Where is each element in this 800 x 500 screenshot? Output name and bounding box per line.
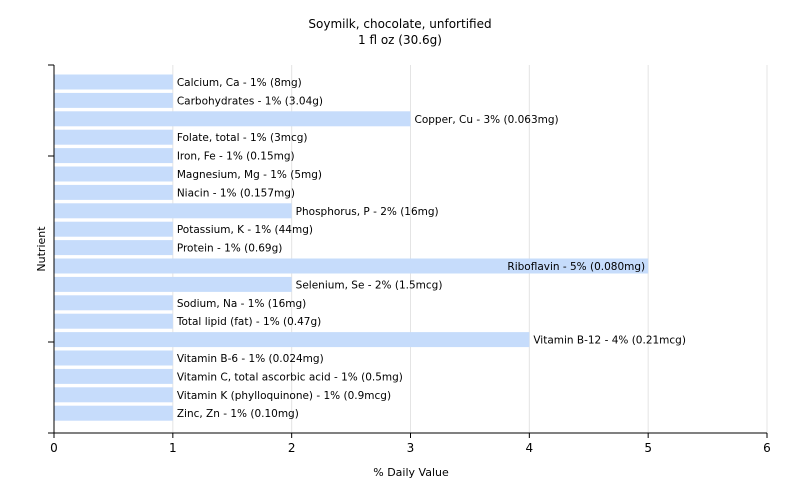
chart-subtitle: 1 fl oz (30.6g) [358,33,442,47]
x-tick-label: 5 [644,441,652,455]
bar [54,129,173,145]
bar-label: Sodium, Na - 1% (16mg) [177,298,306,310]
bar [54,350,173,366]
bar-label: Selenium, Se - 2% (1.5mcg) [296,279,443,291]
bar-label: Vitamin B-6 - 1% (0.024mg) [177,353,324,365]
bar [54,74,173,90]
bar-label: Riboflavin - 5% (0.080mg) [507,261,645,273]
bar [54,240,173,256]
bar [54,221,173,237]
bar-label: Niacin - 1% (0.157mg) [177,187,295,199]
y-axis-title: Nutrient [35,226,48,272]
axes [48,64,768,438]
chart-title: Soymilk, chocolate, unfortified [308,17,491,31]
bar-labels: Calcium, Ca - 1% (8mg) Carbohydrates - 1%… [176,77,686,420]
x-tick-labels: 0 1 2 3 4 5 6 [50,441,771,455]
bars [54,74,649,421]
bar [54,92,173,108]
bar-label: Protein - 1% (0.69g) [177,243,283,255]
x-axis-title: % Daily Value [373,466,449,479]
bar-label: Calcium, Ca - 1% (8mg) [177,77,302,89]
bar [54,368,173,384]
bar [54,184,173,200]
bar [54,387,173,403]
bar [54,258,649,274]
bar [54,203,292,219]
bar-label: Copper, Cu - 3% (0.063mg) [415,114,559,126]
bar [54,313,173,329]
bar-label: Potassium, K - 1% (44mg) [177,224,313,236]
bar [54,148,173,164]
bar [54,295,173,311]
x-tick-label: 2 [288,441,296,455]
bar [54,332,530,348]
bar-label: Total lipid (fat) - 1% (0.47g) [176,316,321,328]
bar-label: Zinc, Zn - 1% (0.10mg) [177,408,299,420]
x-tick-label: 1 [169,441,177,455]
x-tick-label: 6 [763,441,771,455]
bar-label: Vitamin K (phylloquinone) - 1% (0.9mcg) [177,390,391,402]
bar-label: Vitamin B-12 - 4% (0.21mcg) [533,335,686,347]
bar-label: Folate, total - 1% (3mcg) [177,132,308,144]
x-tick-label: 0 [50,441,58,455]
bar [54,111,411,127]
bar [54,405,173,421]
bar-label: Carbohydrates - 1% (3.04g) [177,95,323,107]
bar-label: Magnesium, Mg - 1% (5mg) [177,169,322,181]
bar-label: Phosphorus, P - 2% (16mg) [296,206,439,218]
x-tick-label: 3 [407,441,415,455]
bar [54,276,292,292]
bar-label: Vitamin C, total ascorbic acid - 1% (0.5… [177,371,403,383]
bar-label: Iron, Fe - 1% (0.15mg) [177,151,295,163]
bar [54,166,173,182]
x-tick-label: 4 [526,441,534,455]
